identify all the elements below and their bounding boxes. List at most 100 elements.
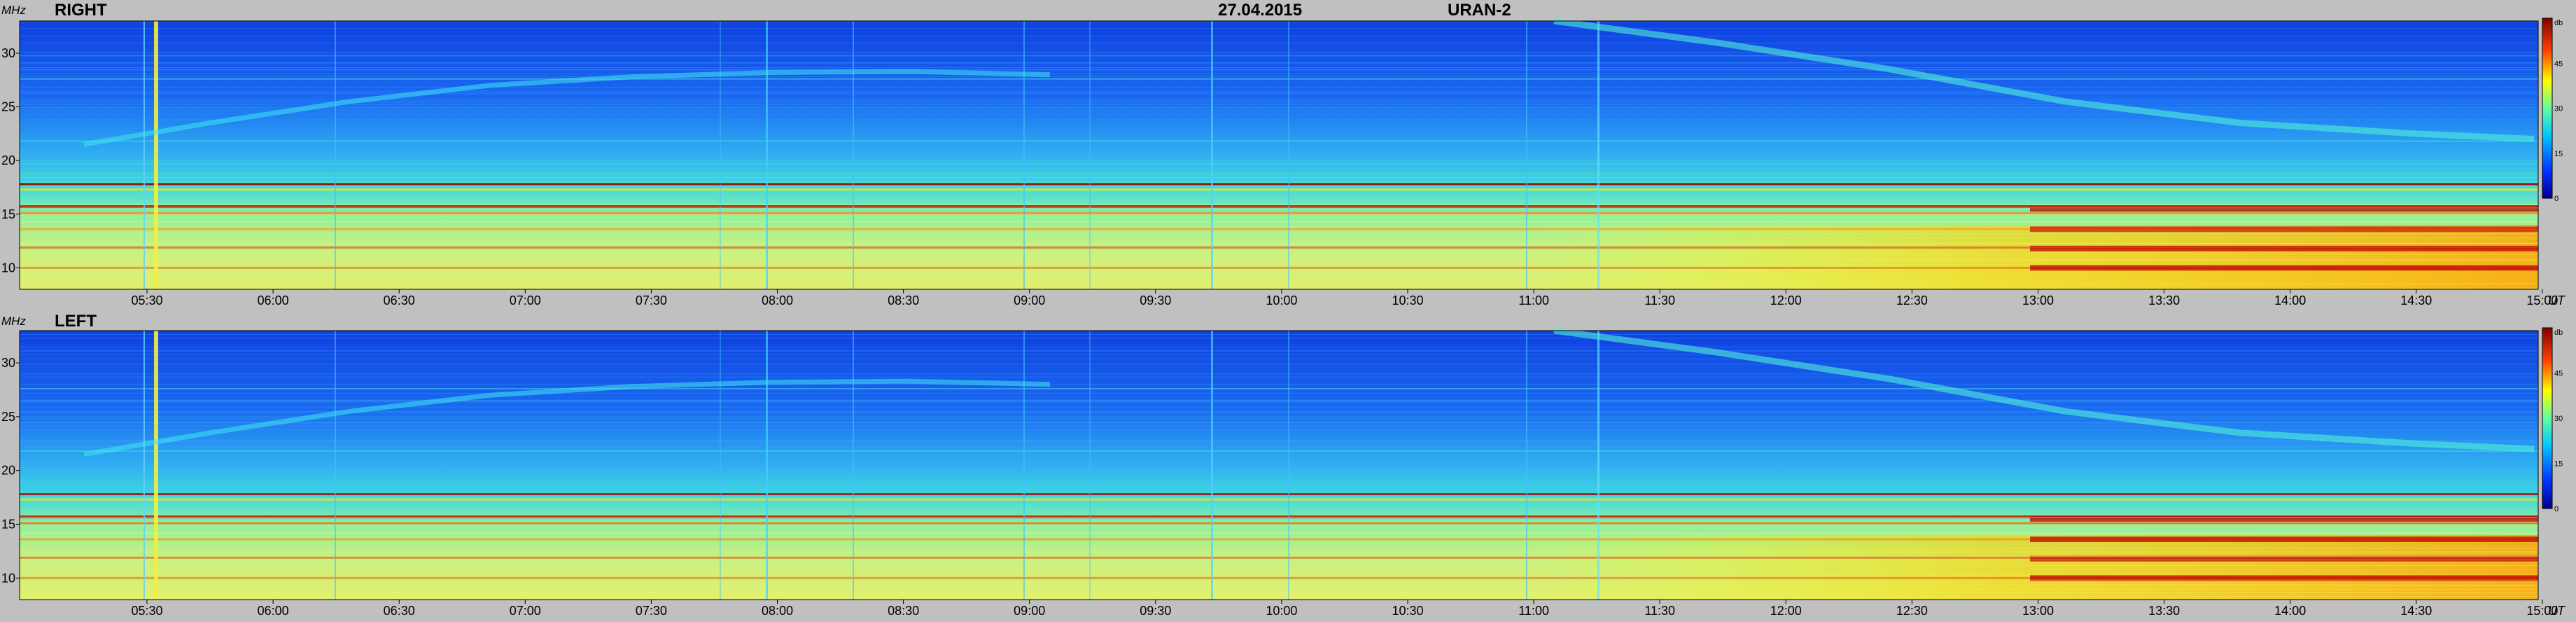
texture-line [20, 532, 2538, 533]
emission-arc-2 [1553, 18, 2535, 142]
texture-line [20, 446, 2538, 448]
texture-line [20, 62, 2538, 64]
texture-line [20, 493, 2538, 495]
rfi-spike [766, 21, 768, 289]
texture-line [20, 160, 2538, 162]
texture-line [20, 393, 2538, 394]
x-tick-label: 07:30 [636, 293, 667, 307]
y-tick-label: 20 [1, 153, 15, 167]
texture-line [20, 237, 2538, 239]
interference-band [20, 228, 2538, 230]
interference-band [20, 498, 2538, 501]
colorbar-tick-label: 30 [2554, 105, 2563, 113]
texture-line [20, 555, 2538, 557]
texture-line [20, 22, 2538, 23]
texture-line [20, 429, 2538, 431]
instrument-label: URAN-2 [1448, 1, 1511, 20]
rfi-spike [1597, 331, 1600, 600]
colorbar-tick-label: 15 [2554, 460, 2563, 469]
texture-line [20, 198, 2538, 200]
y-tick-label: 30 [1, 46, 15, 60]
texture-line [20, 551, 2538, 552]
x-tick-label: 06:30 [384, 604, 415, 618]
rfi-spike [1526, 21, 1527, 289]
texture-line [20, 186, 2538, 188]
heatmap-warm-region [20, 534, 2538, 600]
texture-line [20, 69, 2538, 71]
texture-line [20, 373, 2538, 375]
rfi-spike [1597, 21, 1600, 289]
x-tick-label: 12:00 [1770, 293, 1802, 307]
texture-line [20, 62, 2538, 63]
texture-line [20, 242, 2538, 244]
texture-line [20, 533, 2538, 534]
interference-band [20, 140, 2538, 142]
texture-line [20, 439, 2538, 441]
x-tick-label: 05:30 [131, 293, 162, 307]
texture-line [20, 67, 2538, 69]
colorbar-tick-label: 30 [2554, 415, 2563, 423]
x-tick-label: 08:00 [762, 604, 793, 618]
interference-band-right [2030, 265, 2538, 271]
x-tick-label: 05:30 [131, 604, 162, 618]
texture-line [20, 228, 2538, 230]
texture-line [20, 399, 2538, 401]
x-tick-label: 10:00 [1266, 293, 1297, 307]
panel-title: RIGHT [55, 1, 107, 20]
texture-line [20, 584, 2538, 586]
texture-line [20, 131, 2538, 132]
y-tick-label: 25 [1, 100, 15, 114]
panel-left: LEFT MHz 10 15 20 25 30 05:30 06:00 06:30 07:00 07:… [1, 312, 2566, 618]
interference-band [20, 212, 2538, 214]
texture-line [20, 406, 2538, 408]
texture-line [20, 212, 2538, 214]
texture-line [20, 533, 2538, 534]
x-tick-label: 15:00 [2526, 293, 2558, 307]
texture-line [20, 106, 2538, 108]
x-tick-label: 07:30 [636, 604, 667, 618]
xlabel: UT [2548, 604, 2566, 618]
interference-band-right [2030, 536, 2538, 542]
colorbar-tick-label: 0 [2554, 195, 2558, 203]
texture-line [20, 565, 2538, 566]
texture-line [20, 163, 2538, 164]
date-label: 27.04.2015 [1218, 1, 1302, 20]
rfi-spike [335, 21, 336, 289]
texture-line [20, 574, 2538, 576]
x-tick-label: 10:30 [1392, 604, 1423, 618]
interference-band [20, 556, 2538, 559]
y-tick-label: 20 [1, 464, 15, 478]
x-tick-label: 13:30 [2148, 293, 2180, 307]
panel-right: RIGHT MHz 10 15 20 25 30 05:30 06:00 06:30 07:00 07… [1, 1, 2566, 307]
colorbar-tick-label: 45 [2554, 60, 2563, 68]
texture-line [20, 214, 2538, 215]
rfi-spike [154, 331, 158, 600]
texture-line [20, 191, 2538, 192]
y-tick-label: 15 [1, 207, 15, 221]
texture-line [20, 181, 2538, 183]
x-tick-label: 11:00 [1518, 293, 1549, 307]
x-tick-label: 10:30 [1392, 293, 1423, 307]
x-tick-label: 11:30 [1644, 293, 1675, 307]
colorbar [2542, 18, 2553, 199]
texture-line [20, 497, 2538, 498]
x-tick-label: 08:30 [888, 604, 919, 618]
rfi-spike [1211, 21, 1213, 289]
texture-line [20, 455, 2538, 456]
texture-line [20, 333, 2538, 335]
interference-band [20, 266, 2538, 269]
x-tick-label: 12:30 [1896, 604, 1928, 618]
y-tick-label: 30 [1, 356, 15, 370]
texture-line [20, 514, 2538, 516]
interference-band [20, 78, 2538, 80]
texture-line [20, 417, 2538, 419]
texture-line [20, 464, 2538, 465]
texture-line [20, 595, 2538, 597]
x-tick-label: 09:30 [1140, 604, 1171, 618]
texture-line [20, 113, 2538, 115]
texture-line [20, 242, 2538, 244]
texture-line [20, 87, 2538, 88]
interference-band-right [2030, 516, 2538, 522]
rfi-spike [1089, 331, 1091, 600]
texture-line [20, 412, 2538, 413]
